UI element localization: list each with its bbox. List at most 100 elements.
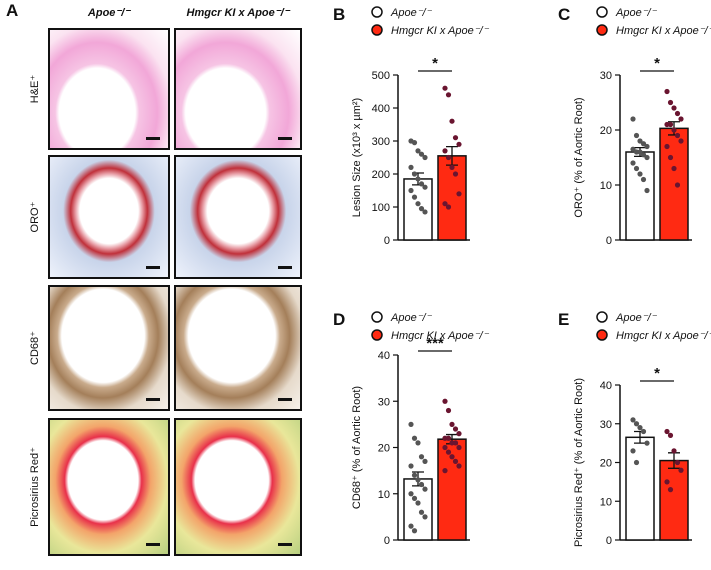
data-point <box>411 140 418 146</box>
data-point <box>422 486 428 492</box>
data-point <box>411 528 418 534</box>
data-point <box>415 148 421 154</box>
data-point <box>456 444 462 451</box>
data-point <box>637 171 643 177</box>
y-tick-label: 0 <box>606 235 612 247</box>
y-tick-label: 300 <box>372 136 390 148</box>
data-point <box>674 182 681 188</box>
data-point <box>637 149 643 155</box>
legend-label: Apoe⁻/⁻ <box>615 7 658 19</box>
data-point <box>452 440 459 446</box>
data-point <box>418 509 425 515</box>
y-tick-label: 100 <box>372 202 390 214</box>
micrograph <box>174 28 302 150</box>
data-point <box>664 88 670 95</box>
data-point <box>442 201 448 207</box>
data-point <box>671 165 677 172</box>
data-point <box>415 500 421 506</box>
micrograph <box>48 418 170 556</box>
data-point <box>671 127 677 133</box>
data-point <box>452 458 459 464</box>
bar <box>659 459 689 541</box>
row-label: H&E⁺ <box>29 75 41 104</box>
data-point <box>630 417 636 423</box>
data-point <box>418 481 425 488</box>
data-point <box>452 135 459 141</box>
data-point <box>415 176 421 182</box>
legend-marker <box>371 329 383 341</box>
data-point <box>418 454 425 460</box>
bar <box>625 151 655 241</box>
legend-label: Apoe⁻/⁻ <box>615 312 658 324</box>
data-point <box>456 191 462 197</box>
data-point <box>667 99 674 106</box>
data-point <box>418 151 425 157</box>
data-point <box>445 154 452 161</box>
row-label: CD68⁺ <box>29 331 41 365</box>
micrograph <box>48 285 170 411</box>
y-axis-label: CD68⁺ (% of Aortic Root) <box>351 386 363 509</box>
legend-label: Hmgcr KI x Apoe⁻/⁻ <box>616 330 711 342</box>
column-header: Apoe⁻/⁻ <box>87 7 131 19</box>
data-point <box>452 171 459 177</box>
data-point <box>442 398 448 404</box>
data-point <box>630 116 636 122</box>
panel-label: D <box>333 310 345 329</box>
y-tick-label: 0 <box>384 535 390 547</box>
micrograph <box>174 285 302 411</box>
legend-marker <box>371 6 383 18</box>
data-point <box>644 143 650 150</box>
legend-marker <box>596 311 608 323</box>
data-point <box>456 431 462 437</box>
y-tick-label: 10 <box>600 180 612 192</box>
panel-label: C <box>558 5 570 24</box>
data-point <box>411 495 418 501</box>
data-point <box>418 181 425 187</box>
significance-label: *** <box>426 335 444 352</box>
data-point <box>408 187 414 194</box>
legend-label: Hmgcr KI x Apoe⁻/⁻ <box>616 25 711 37</box>
data-point <box>637 425 643 431</box>
y-tick-label: 30 <box>600 419 612 431</box>
data-point <box>445 204 452 210</box>
data-point <box>667 432 674 438</box>
legend-marker <box>371 24 383 36</box>
y-tick-label: 500 <box>372 70 390 82</box>
data-point <box>630 160 636 166</box>
data-point <box>633 165 640 172</box>
y-tick-label: 400 <box>372 103 390 115</box>
y-axis-label: Lesion Size (x10³ x µm²) <box>351 98 363 217</box>
y-axis-label: Picrosirius Red⁺ (% of Aortic Root) <box>573 378 585 547</box>
y-tick-label: 10 <box>378 489 390 501</box>
significance-label: * <box>654 365 660 382</box>
data-point <box>640 176 647 183</box>
bar <box>659 127 689 241</box>
micrograph <box>174 155 302 279</box>
data-point <box>456 463 462 469</box>
y-axis-label: ORO⁺ (% of Aortic Root) <box>573 97 585 217</box>
data-point <box>678 116 684 122</box>
panel-label: E <box>558 310 569 329</box>
data-point <box>422 154 428 161</box>
data-point <box>633 132 640 139</box>
data-point <box>411 435 418 441</box>
bar <box>403 478 433 541</box>
data-point <box>415 201 421 207</box>
data-point <box>678 467 684 473</box>
data-point <box>442 444 448 451</box>
data-point <box>408 463 414 469</box>
data-point <box>415 477 421 483</box>
data-point <box>411 194 418 200</box>
data-point <box>442 468 448 474</box>
data-point <box>671 105 677 111</box>
y-tick-label: 20 <box>600 125 612 137</box>
y-tick-label: 200 <box>372 169 390 181</box>
data-point <box>667 121 674 128</box>
data-point <box>633 459 640 466</box>
data-point <box>408 523 414 529</box>
y-tick-label: 20 <box>378 443 390 455</box>
data-point <box>678 138 684 144</box>
data-point <box>442 148 448 154</box>
